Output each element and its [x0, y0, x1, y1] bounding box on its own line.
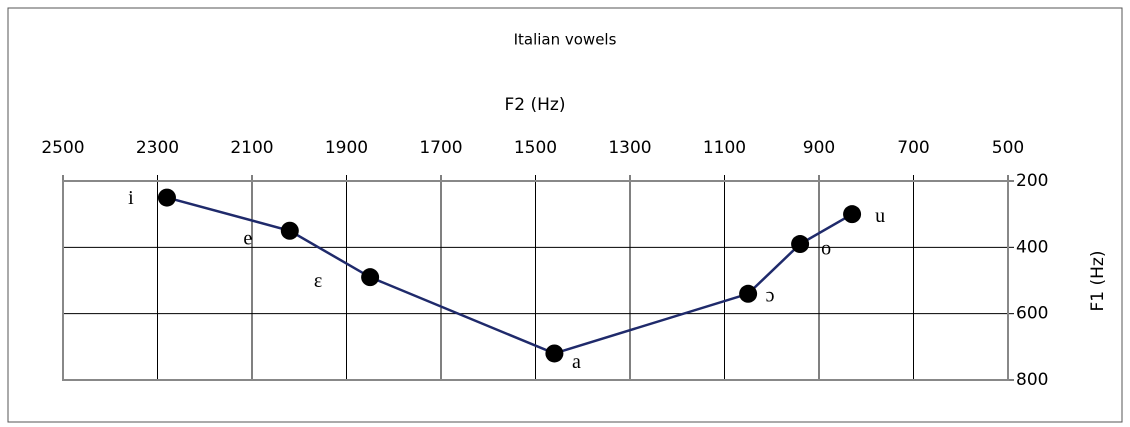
point-label: e	[243, 227, 252, 249]
point	[791, 235, 810, 254]
point	[280, 221, 299, 240]
point	[361, 268, 380, 287]
x-tick-label: 1700	[419, 138, 462, 158]
y-tick-label: 200	[1016, 171, 1048, 191]
y-tick-label: 800	[1016, 370, 1048, 390]
x-tick-label: 1900	[325, 138, 368, 158]
point	[843, 205, 862, 224]
line	[166, 196, 853, 355]
point	[545, 344, 564, 363]
x-tick-label: 1500	[514, 138, 557, 158]
x-axis-label: F2 (Hz)	[505, 95, 566, 115]
x-tick-label: 2100	[230, 138, 273, 158]
frame	[7, 7, 1123, 423]
x-tick-label: 900	[803, 138, 835, 158]
point-label: i	[128, 187, 134, 209]
point-label: ɔ	[766, 284, 775, 306]
y-tick-label: 400	[1016, 237, 1048, 257]
point	[739, 284, 758, 303]
point-label: a	[572, 351, 581, 373]
x-tick-label: 700	[897, 138, 929, 158]
point-label: ε	[314, 270, 322, 292]
point-label: o	[821, 238, 831, 260]
x-tick-label: 500	[992, 138, 1024, 158]
y-tick-label: 600	[1016, 304, 1048, 324]
chart-title: Italian vowels	[514, 31, 617, 49]
x-tick-label: 1100	[703, 138, 746, 158]
point-label: u	[875, 205, 885, 227]
x-tick-label: 1300	[608, 138, 651, 158]
y-axis-label: F1 (Hz)	[1088, 251, 1108, 312]
plot-border	[62, 180, 1009, 381]
x-tick-label: 2500	[41, 138, 84, 158]
x-tick-label: 2300	[136, 138, 179, 158]
point	[157, 188, 176, 207]
